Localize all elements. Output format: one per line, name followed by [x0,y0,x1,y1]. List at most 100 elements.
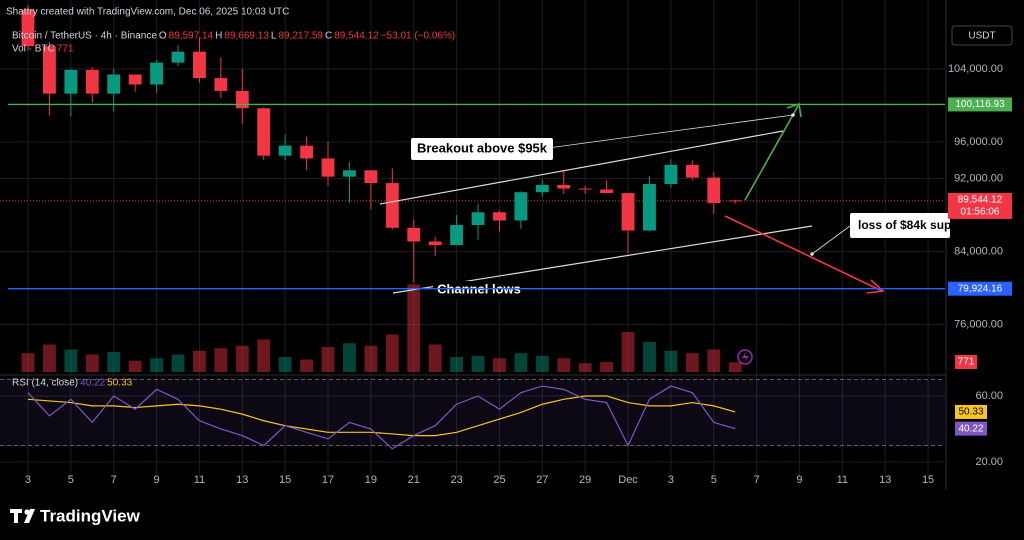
annotation: loss of $84k sup [858,218,951,232]
candle-body [535,184,549,193]
x-tick-label: 13 [236,474,248,486]
volume-bar [428,344,442,372]
x-tick-label: 3 [25,474,31,486]
price-tag [948,281,1012,296]
candle-body [85,69,99,94]
volume-bar [343,343,356,372]
bear-arrow [724,215,883,292]
rsi-line [27,385,736,450]
legend: Bitcoin / TetherUS · 4h · Binance O 89,597… [12,31,455,389]
legend-text: C [325,31,332,42]
x-tick-label: 27 [536,474,548,486]
credit: Shattry created with TradingView.com, De… [6,7,289,18]
candle-body [193,51,206,79]
volume-bar [64,349,78,372]
candle-body [42,46,56,94]
callout-dot [810,252,814,256]
candle-body [643,183,656,231]
price-tag [948,97,1012,112]
volume-bar [42,344,56,372]
volume-bar [728,362,742,372]
volume-bar [514,353,528,372]
x-tick-label: 5 [68,474,74,486]
x-tick-label: 19 [365,474,377,486]
candle-body [235,90,249,109]
legend-text: 50.33 [107,378,132,389]
volume-bar [707,349,721,372]
y-tick-label: 96,000.00 [954,136,1003,148]
alert-icon [742,352,749,362]
candles-layer [21,5,742,283]
annotation: Breakout above $95k [417,140,548,155]
rsi-ma-line [27,395,736,437]
volume-bar [621,332,635,372]
legend-text: −53.01 (−0.06%) [381,31,456,42]
rsi-tag [955,421,987,436]
volume-bar [471,355,485,372]
callout-box [850,213,950,238]
legend-text: 89,597.14 [169,31,214,42]
candle-body [428,241,442,246]
candle-body [728,200,742,202]
candle-body [214,78,228,91]
y-tick-label: 76,000.00 [954,318,1003,330]
x-tick-label: 13 [879,474,891,486]
candle-body [557,184,571,189]
callout-line [811,225,851,255]
volume-bar [300,359,314,372]
legend-text: L [271,31,277,42]
bear-arrow-head [866,279,885,294]
rsi-tag-label: 40.22 [958,423,983,434]
candle-body [664,164,678,184]
volume-bar [150,358,164,372]
price-tag-label: 89,544.12 [958,195,1003,206]
alert-icon[interactable] [737,349,753,365]
volume-bar [643,342,656,372]
volume-bar [407,284,421,372]
x-tick-label: Dec [618,474,638,486]
x-tick-label: 25 [493,474,505,486]
volume-bar [85,354,99,372]
volume-bar [535,355,549,372]
volume-bar [685,353,699,372]
callout-line [547,114,794,149]
price-tag [948,192,1012,219]
volume-tag-label: 771 [958,357,975,368]
callout-dot [791,113,795,117]
x-tick-label: 23 [450,474,462,486]
legend-text: RSI (14, close) [12,378,78,389]
price-tag-label: 100,116.93 [955,99,1005,110]
x-tick-label: 15 [279,474,291,486]
channel-upper [379,130,784,205]
volume-bar [214,348,228,372]
candle-body [300,145,314,159]
candle-body [364,170,378,184]
candle-body [600,189,614,194]
volume-bar [321,347,335,372]
candle-body [493,212,506,221]
candle-body [578,188,592,190]
volume-tag [955,355,977,369]
candle-body [407,227,421,242]
currency-button[interactable] [951,25,1013,46]
volume-bar [193,350,206,372]
volume-bar [385,334,399,372]
brand: TradingView [40,506,141,525]
x-tick-label: 3 [668,474,674,486]
volume-bar [578,363,592,372]
x-tick-label: 11 [194,474,205,486]
candle-body [471,212,485,226]
y-tick-label: 60.00 [975,390,1003,402]
x-tick-label: 7 [111,474,117,486]
candle-body [343,170,356,177]
rsi-tag-label: 50.33 [958,407,983,418]
x-tick-label: 9 [796,474,802,486]
countdown: 01:56:06 [961,207,1000,218]
x-tick-label: 5 [711,474,717,486]
candle-body [278,145,292,156]
legend-text: 89,544.12 [334,31,379,42]
label-bg [433,281,525,299]
brand-logo [24,509,30,515]
